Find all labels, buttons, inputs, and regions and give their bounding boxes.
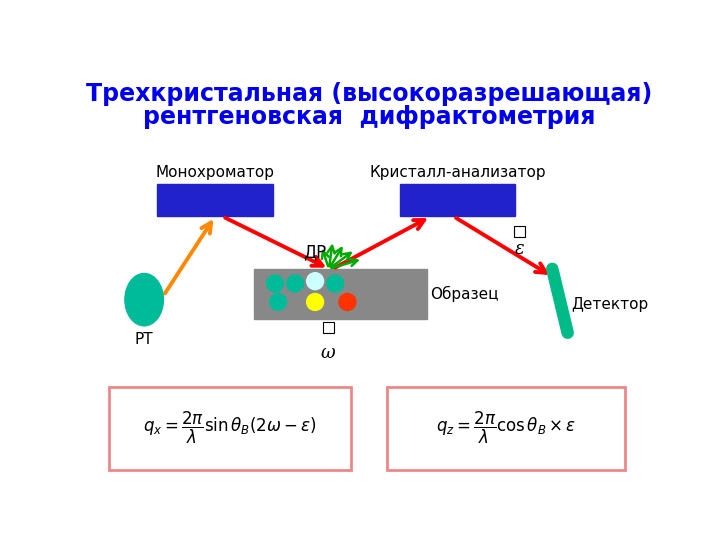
Bar xyxy=(323,322,333,333)
Text: Монохроматор: Монохроматор xyxy=(156,165,274,180)
Bar xyxy=(157,184,273,217)
Circle shape xyxy=(327,275,343,292)
Circle shape xyxy=(307,294,323,310)
Bar xyxy=(109,387,351,470)
Text: рентгеновская  дифрактометрия: рентгеновская дифрактометрия xyxy=(143,105,595,129)
Ellipse shape xyxy=(125,273,163,326)
Circle shape xyxy=(339,294,356,310)
Circle shape xyxy=(287,275,304,292)
Text: $q_x = \dfrac{2\pi}{\lambda}\sin\theta_B(2\omega - \varepsilon)$: $q_x = \dfrac{2\pi}{\lambda}\sin\theta_B… xyxy=(143,410,317,447)
Bar xyxy=(400,184,516,217)
Circle shape xyxy=(266,275,284,292)
Circle shape xyxy=(307,273,323,289)
Bar xyxy=(514,226,525,237)
Text: Образец: Образец xyxy=(431,286,499,302)
Text: РТ: РТ xyxy=(135,332,153,347)
Text: ε: ε xyxy=(514,240,524,258)
Text: ω: ω xyxy=(321,344,336,362)
Text: Трехкристальная (высокоразрешающая): Трехкристальная (высокоразрешающая) xyxy=(86,82,652,106)
Text: $q_z = \dfrac{2\pi}{\lambda}\cos\theta_B \times \varepsilon$: $q_z = \dfrac{2\pi}{\lambda}\cos\theta_B… xyxy=(436,410,576,447)
Text: Детектор: Детектор xyxy=(572,297,649,312)
Bar xyxy=(253,269,427,319)
Text: Кристалл-анализатор: Кристалл-анализатор xyxy=(369,165,546,180)
Circle shape xyxy=(270,294,287,310)
Bar xyxy=(387,387,626,470)
Text: ДР: ДР xyxy=(303,243,327,261)
